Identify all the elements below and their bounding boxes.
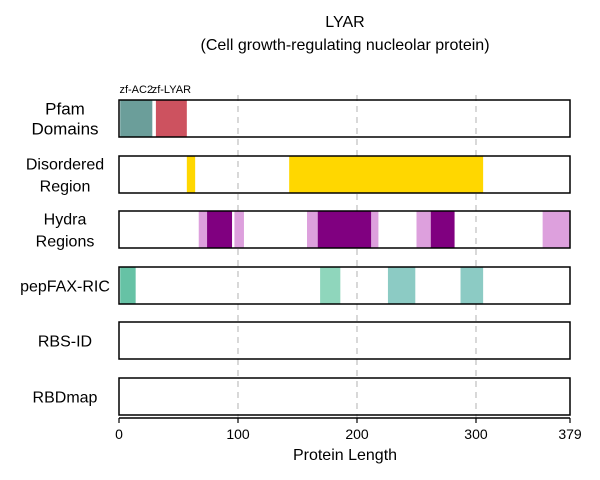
chart-subtitle: (Cell growth-regulating nucleolar protei… (200, 37, 489, 54)
track-segment (416, 211, 431, 248)
track-segment (155, 100, 187, 137)
track-segment (387, 267, 416, 304)
x-axis: 0 100 200 300 379 (115, 417, 582, 442)
track-label: Pfam (45, 100, 85, 119)
x-tick-label: 0 (115, 426, 123, 442)
chart-title: LYAR (325, 14, 364, 31)
track-segment (120, 267, 136, 304)
x-tick-label: 200 (345, 426, 369, 442)
track-border (118, 155, 571, 194)
track-row: RBDmap (33, 377, 571, 416)
track-segment (317, 211, 372, 248)
track-label: Disordered (26, 157, 104, 174)
track-segment (307, 211, 318, 248)
track-label: RBDmap (33, 390, 98, 407)
x-tick-label: 100 (226, 426, 250, 442)
x-tick-label: 379 (558, 426, 582, 442)
track-border (118, 99, 571, 138)
x-axis-label: Protein Length (293, 447, 397, 464)
track-segment (186, 156, 196, 193)
domain-label: zf-LYAR (152, 84, 191, 96)
track-segment (430, 211, 455, 248)
track-label: RBS-ID (38, 334, 92, 351)
track-border (118, 266, 571, 305)
track-border (118, 377, 571, 416)
domain-label: zf-AC2 (119, 84, 153, 96)
track-label: pepFAX-RIC (20, 279, 110, 296)
track-row: RBS-ID (38, 321, 571, 360)
track-label: Region (40, 179, 91, 196)
track-row: pepFAX-RIC (20, 266, 571, 305)
x-tick-label: 300 (464, 426, 488, 442)
track-segment (542, 211, 570, 248)
track-label: Regions (36, 234, 95, 251)
grid-lines (237, 95, 477, 418)
track-segment (289, 156, 484, 193)
track-segment (207, 211, 233, 248)
track-segment (198, 211, 208, 248)
track-label: Hydra (44, 212, 87, 229)
track-segment (120, 100, 153, 137)
track-segment (460, 267, 484, 304)
track-row: Hydra Regions (36, 210, 571, 251)
track-border (118, 210, 571, 249)
track-segment (234, 211, 244, 248)
track-label: Domains (31, 120, 98, 139)
track-border (118, 321, 571, 360)
track-row: Disordered Region (26, 155, 571, 196)
track-segment (371, 211, 379, 248)
track-segment (320, 267, 341, 304)
